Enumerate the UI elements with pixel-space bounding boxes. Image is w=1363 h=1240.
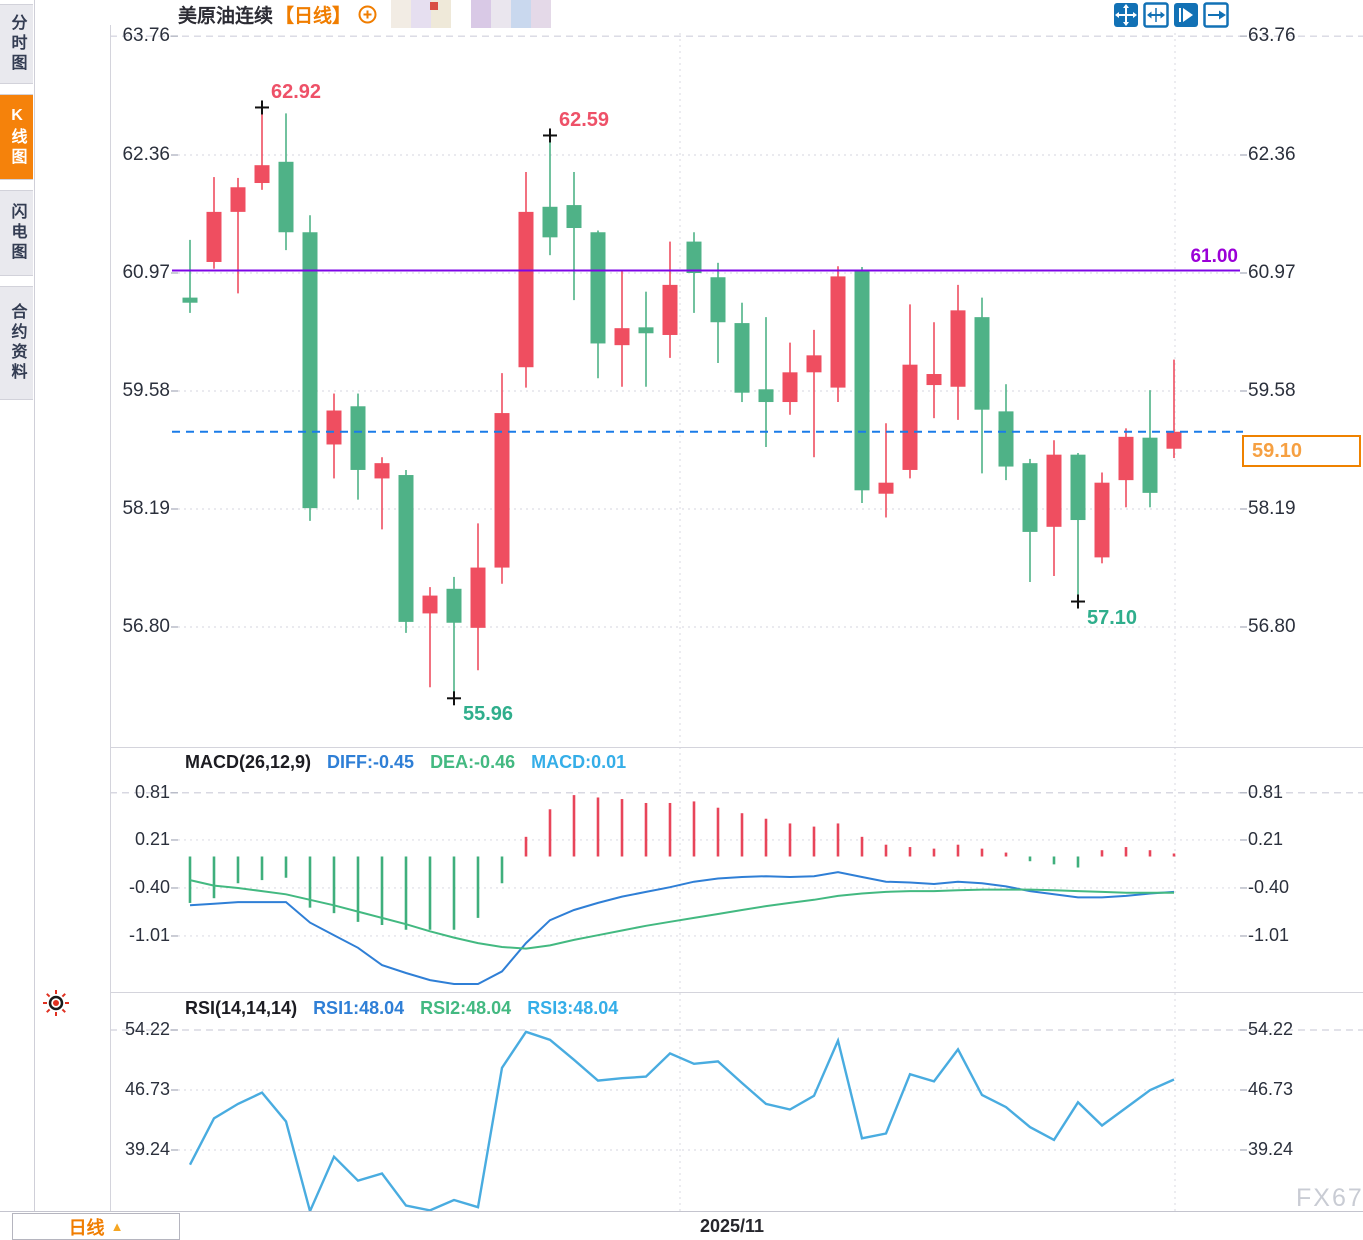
last-price-badge: 59.10: [1242, 435, 1361, 467]
censored-region: [391, 0, 552, 28]
move-icon[interactable]: [1113, 2, 1139, 28]
y-axis-label: 0.21: [134, 828, 170, 849]
horizontal-line-price-label: 61.00: [1190, 246, 1238, 267]
chevron-up-icon: ▲: [110, 1219, 124, 1234]
y-axis-label: 62.36: [1248, 144, 1296, 165]
y-axis-label: 56.80: [1248, 615, 1296, 637]
x-axis-date-label: 2025/11: [700, 1216, 765, 1236]
y-axis-label: 60.97: [1248, 262, 1296, 283]
macd-diff-value: DIFF:-0.45: [327, 752, 415, 772]
panel-divider: [110, 992, 1363, 993]
sidebar-tab-kline-chart[interactable]: K线图: [0, 94, 33, 180]
price-annotation: 62.59: [559, 109, 610, 132]
panel-divider: [0, 1211, 1363, 1212]
instrument-title: 美原油连续: [178, 5, 274, 27]
price-annotation: 62.92: [271, 81, 322, 104]
y-axis-label: -1.01: [128, 924, 170, 945]
y-axis-label: 54.22: [124, 1019, 170, 1039]
y-axis-label: -1.01: [1248, 924, 1290, 945]
sidebar-tab-contract-info[interactable]: 合约资料: [0, 286, 33, 400]
pan-right-icon[interactable]: [1203, 2, 1229, 28]
price-annotation: 55.96: [463, 703, 514, 726]
y-axis-label: 0.81: [1248, 781, 1284, 802]
watermark: FX678: [1296, 1184, 1363, 1212]
y-axis-label: 46.73: [124, 1078, 170, 1099]
macd-dea-value: DEA:-0.46: [430, 752, 516, 772]
y-axis-label: 63.76: [1248, 25, 1296, 47]
y-axis-label: 0.21: [1248, 828, 1284, 849]
y-axis-label: 39.24: [124, 1138, 170, 1159]
macd-macd-value: MACD:0.01: [531, 752, 627, 772]
sun-settings-icon[interactable]: [41, 988, 71, 1018]
y-axis-label: 56.80: [122, 615, 170, 637]
y-axis-label: 62.36: [122, 144, 170, 165]
period-selector[interactable]: 日线 ▲: [12, 1213, 180, 1240]
y-axis-label: 63.76: [122, 25, 170, 47]
chart-header: 美原油连续 【日线】: [178, 0, 552, 28]
sidebar-tab-flash-chart[interactable]: 闪电图: [0, 190, 33, 276]
autoscale-icon[interactable]: [1173, 2, 1199, 28]
y-axis-label: 54.22: [1248, 1019, 1294, 1039]
y-axis-label: 59.58: [1248, 379, 1296, 401]
period-selector-label: 日线: [68, 1217, 105, 1238]
panel-divider: [110, 747, 1363, 748]
y-axis-label: 59.58: [122, 379, 170, 401]
rsi1-value: RSI1:48.04: [313, 998, 405, 1018]
chart-border: [110, 25, 111, 1211]
macd-name: MACD(26,12,9): [185, 752, 312, 772]
rsi2-value: RSI2:48.04: [420, 998, 512, 1018]
rsi-header: RSI(14,14,14) RSI1:48.04 RSI2:48.04 RSI3…: [185, 998, 618, 1019]
price-annotation: 57.10: [1087, 606, 1138, 629]
censored-mark: [430, 2, 438, 10]
y-axis-label: 58.19: [122, 497, 170, 519]
y-axis-label: 46.73: [1248, 1078, 1294, 1099]
rsi-name: RSI(14,14,14): [185, 998, 298, 1018]
sidebar-tab-time-chart[interactable]: 分时图: [0, 4, 33, 84]
chart-toolbar: [1113, 2, 1229, 28]
macd-header: MACD(26,12,9) DIFF:-0.45 DEA:-0.46 MACD:…: [185, 752, 626, 773]
sidebar: 分时图 K线图 闪电图 合约资料: [0, 0, 35, 1239]
period-tag: 【日线】: [275, 5, 352, 27]
bottom-bar: [0, 1212, 1363, 1239]
y-axis-label: -0.40: [128, 876, 170, 897]
add-indicator-icon[interactable]: [358, 5, 377, 24]
y-axis-label: 0.81: [134, 781, 170, 802]
y-axis-label: 60.97: [122, 262, 170, 283]
y-axis-label: 58.19: [1248, 497, 1296, 519]
y-axis-label: 39.24: [1248, 1138, 1294, 1159]
fit-x-axis-icon[interactable]: [1143, 2, 1169, 28]
rsi3-value: RSI3:48.04: [527, 998, 619, 1018]
y-axis-label: -0.40: [1248, 876, 1290, 897]
